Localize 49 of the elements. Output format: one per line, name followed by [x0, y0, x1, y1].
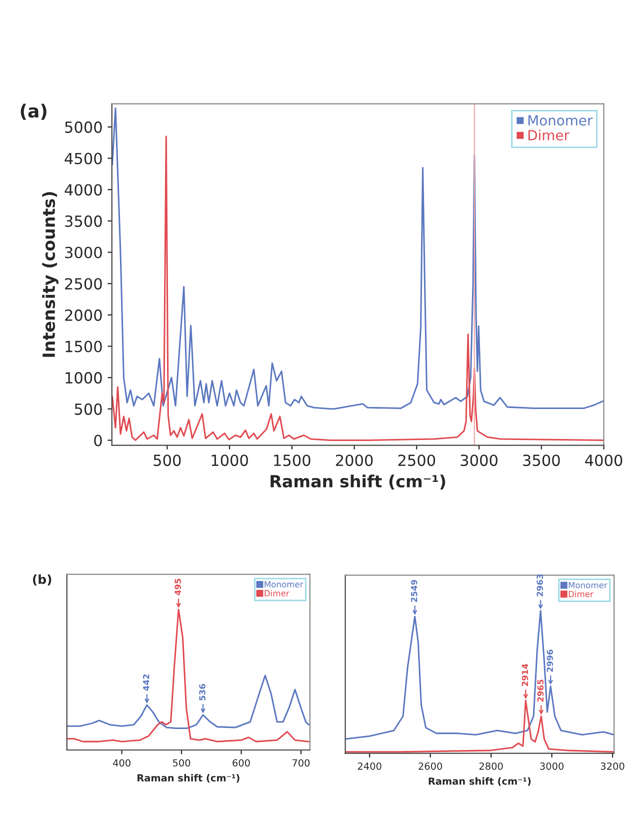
y-tick-label: 3000	[65, 246, 102, 258]
y-tick-label: 1000	[66, 372, 102, 384]
y-tick-label: 500	[74, 403, 102, 415]
legend-label: Dimer	[568, 590, 594, 598]
x-tick-label: 2800	[479, 762, 503, 770]
y-tick-label: 3500	[65, 215, 102, 227]
annotation: 2963	[536, 574, 543, 596]
legend-label: Monomer	[568, 582, 608, 588]
x-tick-label: 600	[232, 759, 250, 767]
x-axis-title: Raman shift (cm⁻¹)	[428, 777, 531, 786]
annotation: 442	[143, 674, 150, 691]
y-tick-label: 5000	[65, 121, 102, 133]
chart-title: (a)	[20, 104, 46, 120]
y-tick-label: 2000	[65, 309, 102, 321]
x-tick-label: 3500	[523, 454, 560, 466]
x-axis-title: Raman shift (cm⁻¹)	[270, 474, 446, 490]
annotation: 495	[174, 578, 181, 596]
x-tick-label: 500	[154, 454, 181, 466]
x-tick-label: 700	[292, 759, 310, 767]
y-tick-label: 4500	[64, 152, 102, 164]
annotation: 2965	[537, 680, 544, 702]
x-tick-label: 2400	[358, 762, 382, 770]
legend-label: Dimer	[528, 130, 570, 140]
annotation: 2996	[546, 650, 554, 672]
y-tick-label: 4000	[64, 184, 102, 196]
y-tick-label: 0	[94, 434, 102, 446]
x-tick-label: 2500	[398, 454, 436, 466]
y-axis-title: Intensity (counts)	[42, 192, 58, 357]
legend-label: Dimer	[264, 590, 290, 596]
chart-title: (b)	[32, 574, 52, 586]
x-tick-label: 400	[113, 759, 130, 767]
x-tick-label: 2600	[418, 762, 442, 770]
annotation: 536	[199, 684, 206, 700]
x-tick-label: 3000	[460, 454, 498, 466]
x-axis-title: Raman shift (cm⁻¹)	[138, 774, 240, 783]
annotation: 2914	[522, 664, 528, 686]
x-tick-label: 1500	[274, 454, 310, 466]
x-tick-label: 4000	[585, 454, 622, 466]
x-tick-label: 2000	[336, 454, 373, 466]
legend-label: Monomer	[264, 581, 304, 588]
y-tick-label: 1500	[66, 340, 102, 352]
annotation: 2549	[410, 580, 418, 602]
x-tick-label: 1000	[212, 454, 248, 466]
legend-label: Monomer	[528, 115, 593, 126]
line-series	[112, 107, 604, 410]
y-tick-label: 2500	[65, 278, 102, 290]
x-tick-label: 500	[173, 759, 190, 767]
x-tick-label: 3200	[600, 762, 624, 770]
x-tick-label: 3000	[540, 762, 564, 770]
